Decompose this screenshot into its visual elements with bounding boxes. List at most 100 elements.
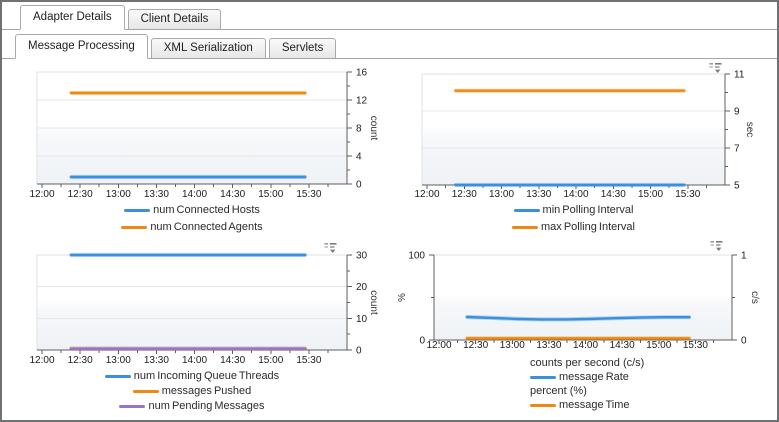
chart-menu-icon[interactable] [324,243,338,254]
tab-client-details[interactable]: Client Details [127,9,222,30]
legend-item[interactable]: min Polling Interval [513,204,634,217]
x-tick-label: 14:00 [573,340,598,351]
x-tick-label: 14:00 [182,355,207,366]
x-tick-label: 13:00 [106,355,131,366]
legend-item[interactable]: message Rate [530,371,629,384]
x-tick-label: 13:30 [144,189,169,200]
legend-header-text: counts per second (c/s) [530,357,645,369]
y-tick-label: 7 [734,144,740,155]
y-axis-title: % [397,293,408,302]
y-tick-label: 12 [356,96,368,107]
x-tick-label: 14:00 [182,189,207,200]
chart-legend: min Polling Interval max Polling Interval [422,204,725,234]
x-tick-label: 15:00 [258,355,283,366]
legend-series-marker [132,390,159,393]
y-tick-label: 0 [356,180,362,191]
legend-item[interactable]: num Pending Messages [119,400,265,413]
legend-series-label: messages Pushed [161,385,252,397]
chart-connections: 12:00 12:30 13:00 13:30 14:00 14:30 15:00 15:30… [2,62,392,237]
y-tick-label: 100 [408,251,425,262]
x-tick-label: 12:00 [414,189,439,200]
y-tick-label: 8 [356,124,362,135]
y-axis-title: sec [744,122,755,138]
legend-series-marker [119,405,146,408]
x-tick-label: 12:30 [452,189,477,200]
legend-series-marker [530,376,556,379]
detail-tab-bar: Adapter Details Client Details [2,4,777,30]
legend-series-marker [513,209,540,212]
chart-canvas: 12:00 12:30 13:00 13:30 14:00 14:30 15:00 15:30… [397,251,760,352]
x-tick-label: 14:00 [563,189,588,200]
x-tick-label: 15:30 [296,189,321,200]
x-tick-label: 13:30 [144,355,169,366]
legend-group-header: percent (%) [530,385,587,398]
chart-canvas: 12:00 12:30 13:00 13:30 14:00 14:30 15:00 15:30… [29,68,379,201]
tab-message-processing[interactable]: Message Processing [15,34,148,59]
chart-message-rate: 12:00 12:30 13:00 13:30 14:00 14:30 15:00 15:30… [392,237,777,420]
tab-adapter-details[interactable]: Adapter Details [20,5,125,30]
x-tick-label: 15:30 [296,355,321,366]
y-tick-label: 30 [356,251,368,262]
chart-legend: counts per second (c/s) message Rate perce… [530,357,770,412]
x-tick-label: 15:00 [646,340,671,351]
chart-polling-interval: 12:00 12:30 13:00 13:30 14:00 14:30 15:00 15:30… [392,62,777,237]
legend-series-label: min Polling Interval [542,204,634,216]
legend-series-label: num Pending Messages [148,400,265,412]
y-axis-title: count [368,116,379,141]
y-tick-label: 0 [741,336,747,347]
x-tick-label: 15:30 [683,340,708,351]
y-tick-label: 11 [734,70,745,81]
chart-menu-icon[interactable] [710,241,724,252]
legend-series-label: num Incoming Queue Threads [133,370,280,382]
x-tick-label: 12:00 [29,189,54,200]
chart-queue-messages: 12:00 12:30 13:00 13:30 14:00 14:30 15:00 15:30… [2,237,392,420]
legend-item[interactable]: num Incoming Queue Threads [104,370,280,383]
chart-legend: num Incoming Queue Threads messages Pushe… [37,370,347,413]
legend-series-marker [104,375,131,378]
legend-series-marker [121,226,148,229]
series-line [465,315,691,321]
y-axis-title: count [368,290,379,315]
x-tick-label: 12:00 [426,340,451,351]
x-tick-label: 13:30 [526,189,551,200]
x-tick-label: 13:00 [500,340,525,351]
tab-servlets[interactable]: Servlets [268,38,337,59]
legend-item[interactable]: num Connected Agents [121,221,263,234]
legend-series-label: num Connected Hosts [153,204,260,216]
y-tick-label: 4 [356,152,362,163]
legend-item[interactable]: num Connected Hosts [124,204,260,217]
x-tick-label: 13:30 [536,340,561,351]
x-tick-label: 14:30 [601,189,626,200]
legend-series-label: message Rate [559,371,629,383]
chart-menu-icon[interactable] [709,63,723,74]
x-tick-label: 12:00 [29,355,54,366]
x-tick-label: 14:30 [220,189,245,200]
legend-series-label: max Polling Interval [541,221,635,233]
tab-bar-baseline [2,29,777,30]
tab-bar-baseline [2,58,777,59]
y-tick-label: 16 [356,68,368,79]
y-tick-label: 20 [356,282,368,293]
section-tab-bar: Message Processing XML Serialization Ser… [2,32,777,59]
legend-header-text: percent (%) [530,385,587,397]
legend-item[interactable]: max Polling Interval [512,221,635,234]
y-tick-label: 10 [356,314,368,325]
x-tick-label: 12:30 [68,189,93,200]
x-tick-label: 14:30 [610,340,635,351]
y-tick-label: 0 [356,346,362,357]
x-tick-label: 12:30 [463,340,488,351]
x-tick-label: 15:30 [675,189,700,200]
x-tick-label: 12:30 [68,355,93,366]
legend-item[interactable]: messages Pushed [132,385,252,398]
x-tick-label: 15:00 [258,189,283,200]
legend-series-label: message Time [559,399,630,411]
legend-series-label: num Connected Agents [150,221,263,233]
legend-item[interactable]: message Time [530,399,630,412]
x-tick-label: 14:30 [220,355,245,366]
y-tick-label: 9 [734,107,740,118]
chart-legend: num Connected Hosts num Connected Agents [37,204,347,234]
tab-xml-serialization[interactable]: XML Serialization [150,38,266,59]
x-tick-label: 13:00 [106,189,131,200]
x-tick-label: 15:00 [638,189,663,200]
